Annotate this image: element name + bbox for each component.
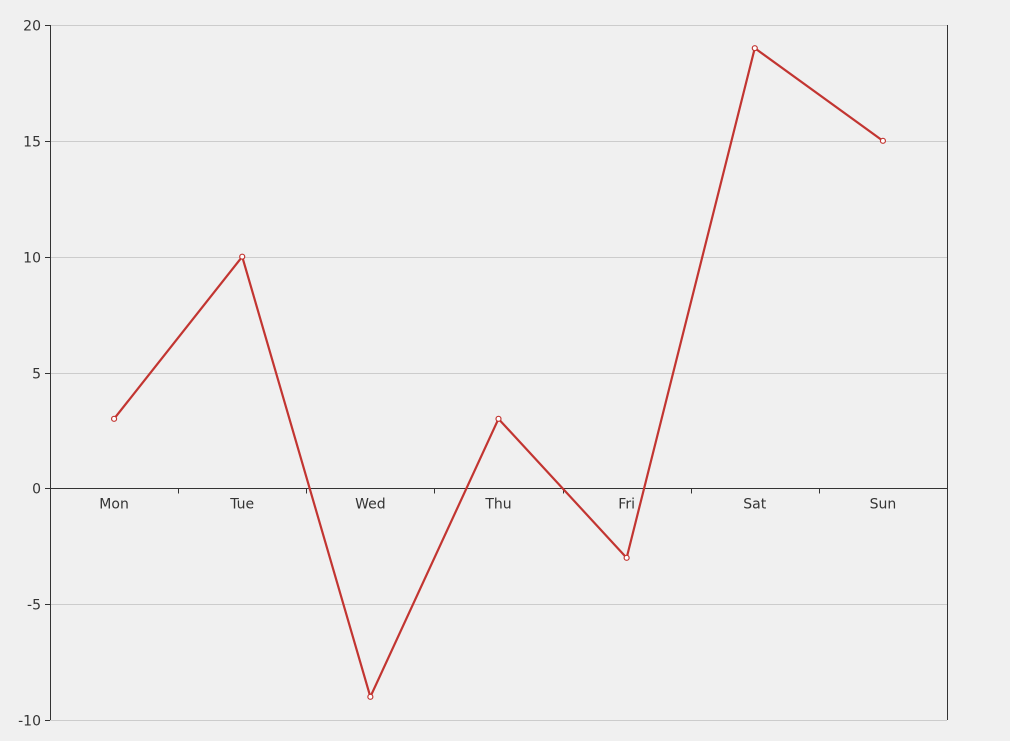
series-line (113, 47, 884, 698)
y-tick-label: 10 (23, 251, 41, 267)
x-tick-label: Thu (484, 497, 511, 513)
data-point[interactable] (495, 415, 502, 422)
x-tick-label: Wed (355, 497, 386, 513)
data-point[interactable] (623, 554, 630, 561)
y-tick-label: 20 (23, 19, 41, 35)
y-tick-label: 15 (23, 135, 41, 151)
axes: -10 -5 0 5 10 15 20 Mon Tue Wed Thu Fri Sat Sun (18, 19, 948, 730)
x-tick-label: Sat (743, 497, 766, 513)
data-point[interactable] (879, 137, 887, 144)
data-point[interactable] (367, 693, 374, 700)
grid-lines (50, 25, 947, 721)
data-point[interactable] (110, 415, 118, 422)
x-tick-label: Mon (99, 497, 129, 513)
x-tick-label: Tue (229, 497, 254, 513)
series (110, 45, 887, 700)
y-tick-label: -10 (18, 714, 41, 730)
y-tick-label: 0 (32, 482, 41, 498)
data-point[interactable] (751, 45, 758, 52)
y-tick-label: 5 (32, 367, 41, 383)
y-tick-label: -5 (27, 598, 41, 614)
data-point[interactable] (239, 253, 246, 260)
x-tick-label: Fri (618, 497, 635, 513)
x-tick-label: Sun (870, 497, 897, 513)
